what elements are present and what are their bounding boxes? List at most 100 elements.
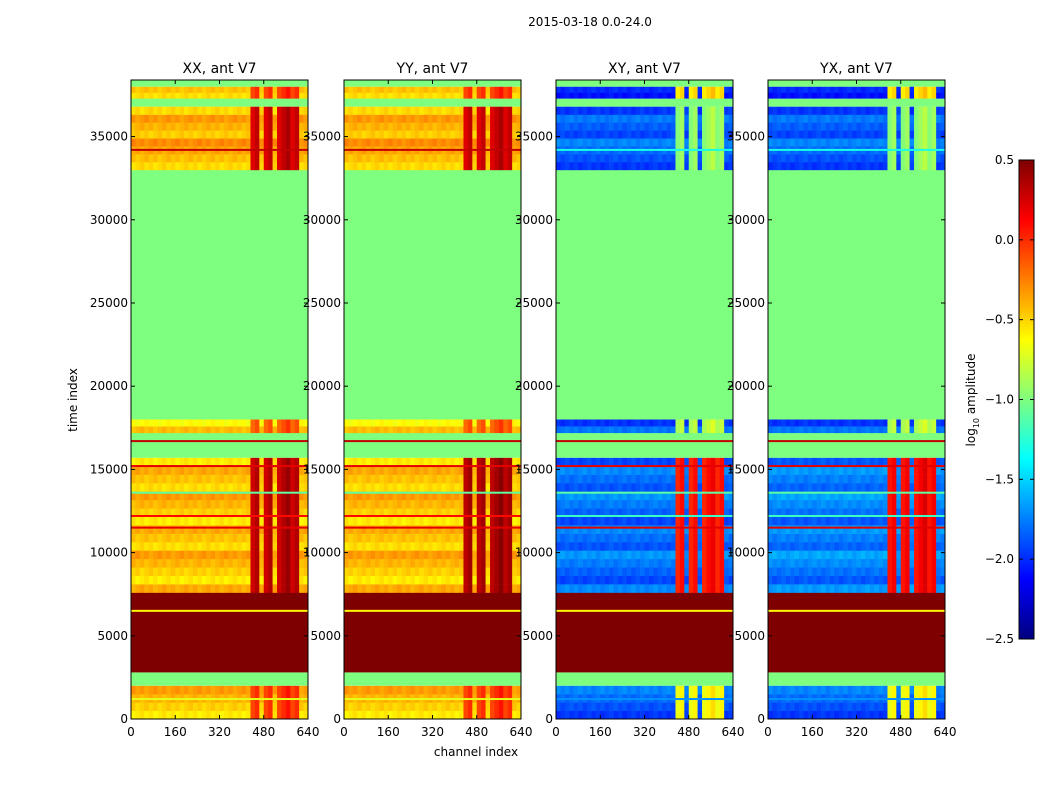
band-cell: [139, 584, 145, 593]
band-cell: [675, 508, 681, 518]
band-cell: [586, 702, 592, 711]
band-cell: [776, 558, 782, 568]
band-cell: [397, 533, 402, 543]
band-cell: [361, 702, 367, 711]
band-cell: [560, 419, 566, 427]
band-cell: [812, 426, 817, 434]
band-cell: [671, 138, 676, 147]
band-cell: [679, 567, 685, 576]
band-cell: [693, 161, 698, 171]
band-cell: [192, 516, 198, 526]
band-cell: [772, 558, 778, 568]
band-cell: [653, 138, 659, 147]
band-cell: [600, 575, 605, 585]
band-cell: [710, 122, 716, 131]
band-cell: [852, 550, 857, 560]
band-cell: [586, 483, 592, 492]
band-cell: [768, 584, 773, 593]
band-cell: [803, 541, 809, 551]
band-cell: [874, 685, 879, 695]
band-cell: [166, 161, 172, 171]
band-cell: [490, 558, 495, 568]
band-cell: [303, 130, 309, 139]
band-cell: [790, 426, 795, 434]
band-cell: [591, 466, 597, 475]
band-cell: [653, 426, 659, 434]
band-cell: [175, 541, 180, 551]
band-cell: [401, 457, 407, 467]
band-cell: [232, 584, 238, 593]
band-cell: [175, 567, 180, 576]
band-cell: [657, 130, 663, 139]
band-cell: [821, 154, 826, 163]
band-cell: [812, 550, 817, 560]
band-cell: [135, 122, 141, 131]
band-cell: [617, 106, 623, 115]
band-cell: [361, 499, 367, 509]
band-cell: [838, 491, 844, 501]
band-cell: [344, 533, 349, 543]
band-cell: [344, 92, 349, 99]
band-cell: [223, 584, 229, 593]
band-cell: [626, 130, 632, 139]
band-cell: [693, 491, 698, 501]
band-cell: [366, 499, 371, 509]
band-cell: [918, 466, 924, 475]
band-cell: [153, 541, 158, 551]
band-cell: [388, 685, 393, 695]
band-cell: [379, 138, 385, 147]
band-cell: [927, 474, 933, 484]
band-cell: [228, 138, 234, 147]
band-cell: [232, 702, 238, 711]
band-cell: [131, 483, 136, 492]
band-cell: [498, 122, 504, 131]
band-cell: [254, 541, 260, 551]
band-cell: [206, 702, 211, 711]
band-cell: [405, 114, 411, 123]
band-cell: [432, 533, 438, 543]
band-cell: [210, 466, 216, 475]
band-cell: [604, 710, 610, 720]
band-cell: [397, 575, 402, 585]
band-cell: [445, 154, 451, 163]
band-cell: [891, 491, 897, 501]
band-cell: [405, 516, 411, 526]
band-cell: [392, 483, 398, 492]
band-cell: [357, 567, 362, 576]
band-cell: [485, 106, 491, 115]
band-cell: [428, 685, 433, 695]
band-cell: [675, 525, 681, 534]
band-cell: [790, 419, 795, 427]
band-cell: [843, 685, 848, 695]
band-cell: [410, 584, 416, 593]
band-cell: [878, 474, 884, 484]
band-cell: [905, 508, 910, 518]
band-cell: [383, 474, 389, 484]
band-cell: [166, 541, 172, 551]
band-cell: [702, 130, 707, 139]
band-cell: [241, 457, 247, 467]
band-cell: [812, 685, 817, 695]
band-cell: [445, 86, 451, 93]
band-cell: [481, 466, 486, 475]
band-cell: [591, 154, 597, 163]
band-cell: [662, 426, 667, 434]
band-cell: [454, 575, 460, 585]
band-cell: [294, 567, 300, 576]
band-cell: [379, 575, 385, 585]
band-cell: [556, 702, 561, 711]
band-cell: [410, 575, 416, 585]
band-cell: [463, 419, 469, 427]
band-cell: [609, 130, 614, 139]
band-cell: [135, 508, 141, 518]
band-cell: [428, 426, 433, 434]
band-cell: [896, 558, 902, 568]
band-cell: [843, 491, 848, 501]
band-cell: [197, 130, 203, 139]
band-cell: [644, 161, 650, 171]
band-cell: [878, 541, 884, 551]
band-cell: [697, 533, 703, 543]
band-cell: [352, 541, 358, 551]
band-cell: [285, 702, 291, 711]
stripe-line: [131, 491, 308, 494]
